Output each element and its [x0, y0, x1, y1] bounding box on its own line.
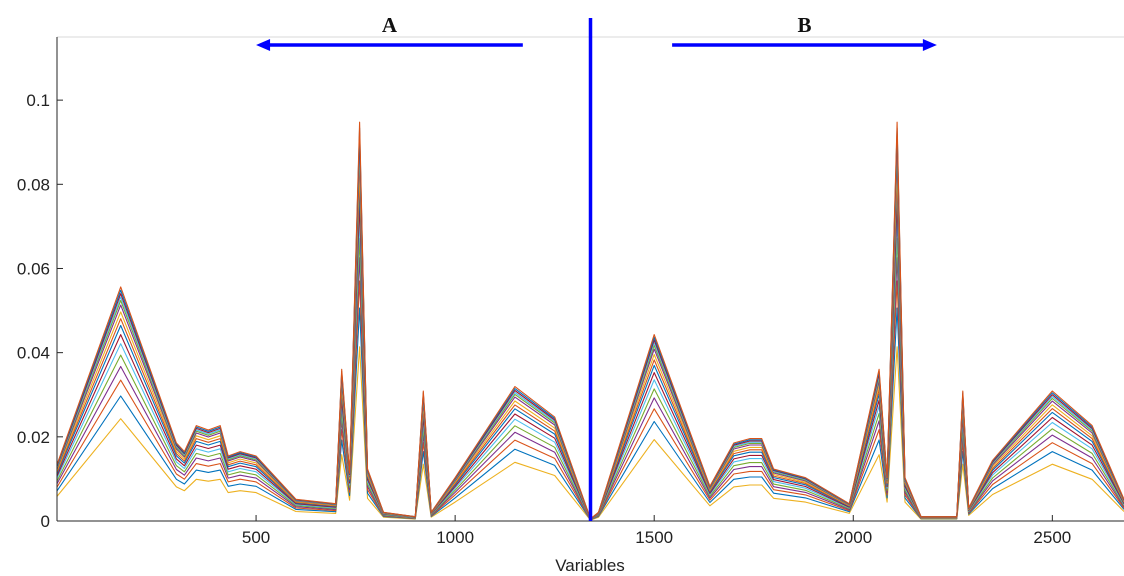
- y-tick-label: 0.06: [17, 259, 50, 278]
- region-b-arrow-head: [922, 39, 937, 51]
- x-tick-label: 500: [242, 528, 270, 547]
- series-line-4: [56, 257, 1124, 521]
- series-line-3: [56, 280, 1124, 521]
- x-axis-title: Variables: [555, 556, 625, 575]
- region-a-label: A: [382, 13, 398, 37]
- series-curves: [56, 121, 1124, 521]
- series-line-16: [56, 121, 1124, 520]
- axes: 500 1000 1500 2000 2500 0 0.02 0.04 0.06 0.08 0.1: [17, 37, 1124, 547]
- x-tick-label: 2000: [834, 528, 872, 547]
- y-tick-label: 0.1: [26, 91, 50, 110]
- x-tick-label: 1500: [635, 528, 673, 547]
- region-a-arrow-head: [256, 39, 271, 51]
- x-tick-label: 2500: [1033, 528, 1071, 547]
- region-b-label: B: [797, 13, 811, 37]
- y-tick-label: 0: [41, 512, 50, 531]
- series-line-2: [56, 307, 1124, 521]
- series-line-1: [56, 346, 1124, 521]
- y-tick-label: 0.02: [17, 428, 50, 447]
- y-tick-label: 0.08: [17, 175, 50, 194]
- x-tick-label: 1000: [436, 528, 474, 547]
- y-tick-label: 0.04: [17, 344, 50, 363]
